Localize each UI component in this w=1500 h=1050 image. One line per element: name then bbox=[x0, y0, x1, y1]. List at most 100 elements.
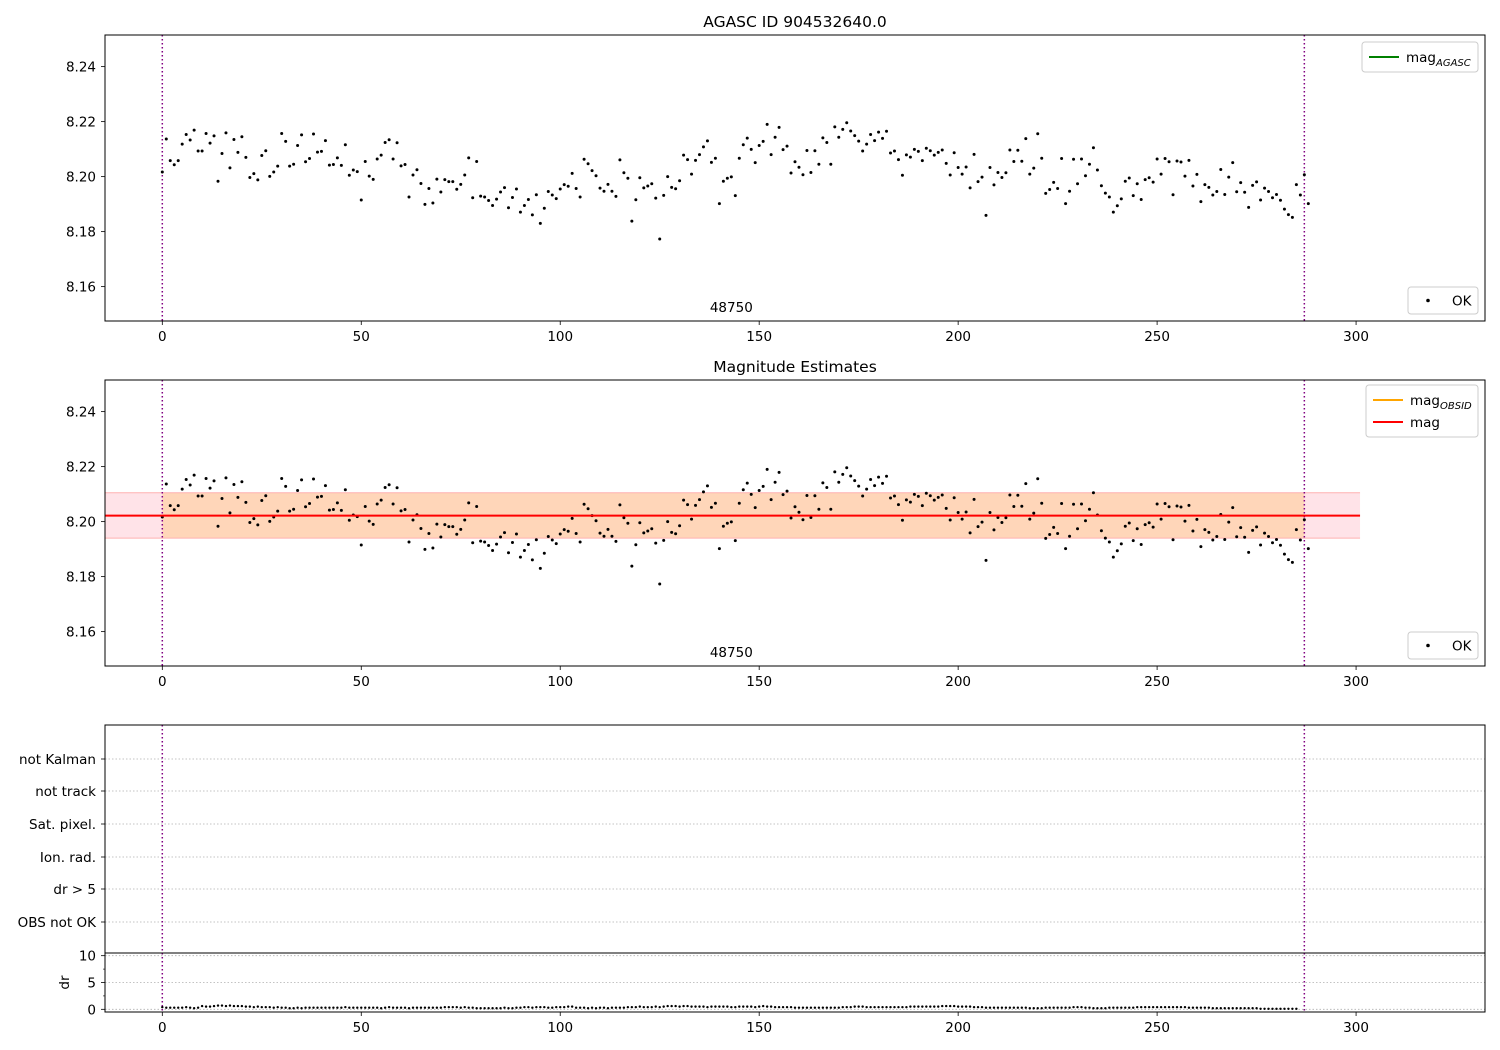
data-point bbox=[1291, 1007, 1294, 1010]
data-point bbox=[439, 535, 443, 539]
x-tick-label: 100 bbox=[547, 1020, 573, 1036]
data-point bbox=[244, 500, 248, 504]
data-point bbox=[1104, 1007, 1107, 1010]
data-point bbox=[1016, 493, 1020, 497]
data-point bbox=[1083, 174, 1087, 178]
data-point bbox=[598, 186, 602, 190]
data-point bbox=[455, 187, 459, 191]
data-point bbox=[1147, 1005, 1151, 1009]
data-point bbox=[192, 128, 196, 132]
data-point bbox=[877, 475, 881, 479]
data-point bbox=[260, 1005, 263, 1009]
data-point bbox=[1000, 520, 1004, 524]
y-tick-label: 10 bbox=[79, 949, 96, 965]
data-point bbox=[1215, 189, 1219, 193]
data-point bbox=[964, 1005, 968, 1008]
data-point bbox=[546, 189, 550, 193]
data-point bbox=[244, 1005, 248, 1008]
data-point bbox=[1290, 215, 1294, 219]
data-point bbox=[1179, 160, 1183, 164]
data-point bbox=[892, 494, 896, 498]
data-point bbox=[952, 496, 956, 500]
data-point bbox=[825, 141, 829, 145]
y-tick-label: 8.16 bbox=[66, 280, 96, 296]
data-point bbox=[686, 1004, 689, 1008]
data-point bbox=[1239, 526, 1243, 530]
data-point bbox=[1231, 506, 1235, 510]
data-point bbox=[451, 525, 455, 529]
data-point bbox=[857, 484, 861, 488]
data-point bbox=[694, 503, 698, 507]
data-point bbox=[725, 521, 729, 525]
data-point bbox=[351, 168, 355, 172]
data-point bbox=[781, 493, 785, 497]
data-point bbox=[379, 1007, 383, 1010]
data-point bbox=[240, 135, 244, 139]
data-point bbox=[618, 158, 622, 162]
data-point bbox=[896, 158, 900, 162]
data-point bbox=[606, 1007, 610, 1010]
data-point bbox=[853, 1005, 856, 1008]
data-point bbox=[805, 149, 809, 152]
data-point bbox=[200, 1004, 204, 1008]
data-point bbox=[212, 1004, 216, 1008]
data-point bbox=[1123, 179, 1127, 183]
data-point bbox=[292, 1007, 295, 1010]
data-point bbox=[451, 180, 455, 184]
data-point bbox=[248, 175, 252, 179]
data-point bbox=[1123, 524, 1127, 528]
legend-label-text: mag bbox=[1406, 50, 1436, 66]
data-point bbox=[1028, 172, 1032, 176]
data-point bbox=[1083, 519, 1087, 523]
data-point bbox=[387, 138, 391, 142]
data-point bbox=[503, 531, 507, 535]
data-point bbox=[945, 1004, 948, 1008]
data-point bbox=[252, 172, 256, 176]
data-point bbox=[534, 193, 538, 197]
data-point bbox=[487, 1007, 490, 1010]
data-point bbox=[168, 159, 172, 163]
data-point bbox=[1135, 182, 1139, 186]
data-point bbox=[407, 1007, 411, 1010]
data-point bbox=[240, 1004, 244, 1008]
data-point bbox=[1195, 1006, 1199, 1009]
data-point bbox=[1084, 1006, 1087, 1009]
data-point bbox=[877, 130, 881, 134]
data-point bbox=[837, 1006, 840, 1009]
data-point bbox=[455, 532, 459, 536]
data-point bbox=[1076, 527, 1080, 531]
data-point bbox=[853, 479, 857, 483]
data-point bbox=[630, 1005, 634, 1009]
data-point bbox=[900, 518, 904, 522]
data-point bbox=[992, 183, 996, 187]
data-point bbox=[785, 1005, 789, 1009]
data-point bbox=[849, 129, 853, 133]
data-point bbox=[634, 543, 638, 547]
data-point bbox=[1295, 1007, 1298, 1010]
data-point bbox=[204, 131, 208, 135]
data-point bbox=[829, 507, 833, 511]
data-point bbox=[1056, 1006, 1059, 1009]
data-point bbox=[407, 195, 411, 199]
data-point bbox=[1271, 1007, 1274, 1010]
data-point bbox=[483, 195, 487, 199]
data-point bbox=[638, 521, 642, 525]
data-point bbox=[331, 163, 335, 167]
data-point bbox=[773, 135, 777, 139]
data-point bbox=[817, 1006, 821, 1009]
data-point bbox=[1191, 184, 1195, 188]
data-point bbox=[586, 162, 590, 166]
data-point bbox=[734, 1005, 737, 1009]
flag-label: OBS not OK bbox=[18, 915, 98, 931]
data-point bbox=[821, 481, 825, 485]
data-point bbox=[1263, 186, 1267, 190]
x-tick-label: 100 bbox=[547, 329, 573, 345]
legend-label: OK bbox=[1452, 639, 1473, 655]
data-point bbox=[1080, 157, 1084, 161]
data-point bbox=[546, 534, 550, 538]
data-point bbox=[753, 506, 757, 510]
data-point bbox=[678, 179, 682, 183]
data-point bbox=[630, 219, 634, 223]
data-point bbox=[1223, 193, 1227, 196]
data-point bbox=[809, 1006, 813, 1009]
